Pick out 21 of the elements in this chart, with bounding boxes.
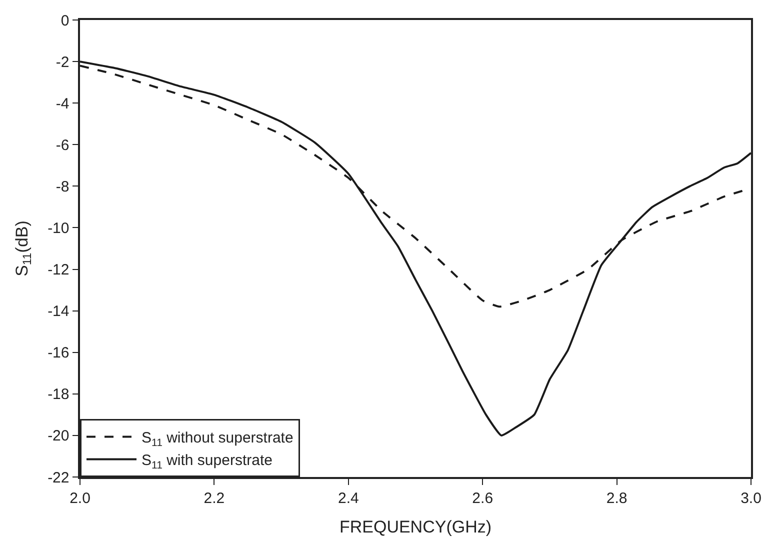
- y-tick-label: -8: [56, 178, 70, 196]
- legend-label: S$_{11}$ without superstrate: [142, 430, 294, 449]
- x-tick-label: 2.2: [204, 490, 225, 507]
- y-tick-label: -4: [56, 95, 70, 112]
- y-tick-label: -18: [48, 386, 70, 404]
- y-tick-label: -12: [48, 262, 70, 279]
- x-tick-label: 2.6: [472, 490, 494, 507]
- y-tick-label: -14: [48, 303, 70, 320]
- y-tick-label: -6: [56, 136, 70, 154]
- y-tick-label: -10: [48, 220, 70, 237]
- y-tick-label: -22: [48, 469, 70, 486]
- x-tick-label: 2.4: [338, 490, 359, 507]
- x-tick-label: 3.0: [740, 490, 762, 507]
- y-tick-label: -16: [48, 344, 70, 362]
- x-tick-label: 2.0: [70, 490, 90, 507]
- y-tick-label: -20: [48, 428, 70, 445]
- x-axis-title: FREQUENCY(GHz): [339, 518, 492, 537]
- y-tick-label: -2: [56, 54, 70, 71]
- y-tick-label: 0: [60, 12, 70, 30]
- legend-label: S$_{11}$ with superstrate: [142, 452, 272, 472]
- x-tick-label: 2.8: [606, 490, 628, 507]
